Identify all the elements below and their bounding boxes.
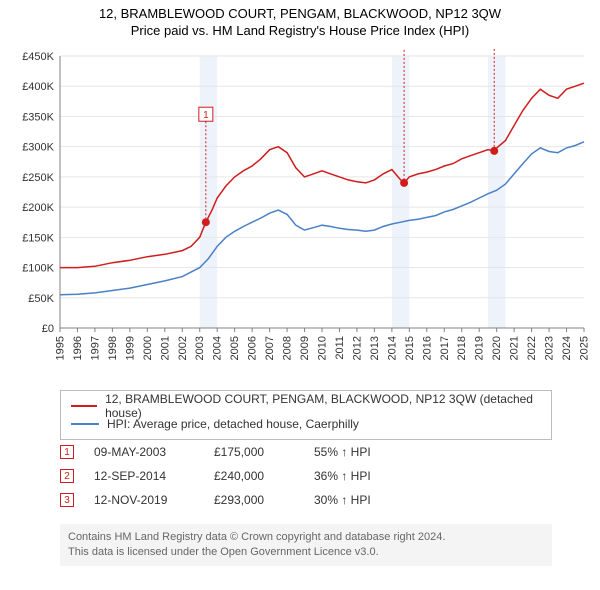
event-row-1: 1 09-MAY-2003 £175,000 55% ↑ HPI — [60, 440, 552, 464]
svg-text:2001: 2001 — [159, 336, 171, 360]
legend-row-property: 12, BRAMBLEWOOD COURT, PENGAM, BLACKWOOD… — [71, 397, 541, 415]
svg-text:2025: 2025 — [579, 336, 591, 360]
svg-text:£150K: £150K — [22, 232, 54, 244]
svg-text:2007: 2007 — [264, 336, 276, 360]
event-marker-3: 3 — [60, 493, 74, 507]
svg-text:1995: 1995 — [55, 336, 67, 360]
event-date-2: 12-SEP-2014 — [94, 469, 194, 483]
svg-text:2002: 2002 — [177, 336, 189, 360]
svg-text:2015: 2015 — [404, 336, 416, 360]
svg-text:£200K: £200K — [22, 202, 54, 214]
legend-swatch-hpi — [71, 423, 99, 425]
legend-label-property: 12, BRAMBLEWOOD COURT, PENGAM, BLACKWOOD… — [105, 392, 541, 420]
chart-title-subtitle: Price paid vs. HM Land Registry's House … — [10, 23, 590, 38]
event-pct-1: 55% ↑ HPI — [314, 445, 414, 459]
event-row-2: 2 12-SEP-2014 £240,000 36% ↑ HPI — [60, 464, 552, 488]
svg-text:2006: 2006 — [247, 336, 259, 360]
svg-text:2012: 2012 — [351, 336, 363, 360]
attribution-footer: Contains HM Land Registry data © Crown c… — [60, 524, 552, 566]
svg-text:2008: 2008 — [282, 336, 294, 360]
svg-text:2021: 2021 — [509, 336, 521, 360]
svg-text:2013: 2013 — [369, 336, 381, 360]
legend-swatch-property — [71, 405, 97, 407]
svg-text:£0: £0 — [42, 323, 54, 335]
svg-text:2009: 2009 — [299, 336, 311, 360]
svg-text:1997: 1997 — [89, 336, 101, 360]
legend-label-hpi: HPI: Average price, detached house, Caer… — [107, 417, 359, 431]
chart-title-block: 12, BRAMBLEWOOD COURT, PENGAM, BLACKWOOD… — [0, 0, 600, 42]
event-row-3: 3 12-NOV-2019 £293,000 30% ↑ HPI — [60, 488, 552, 512]
svg-text:1998: 1998 — [107, 336, 119, 360]
price-chart: £0 £50K £100K £150K £200K £250K £300K £350K £400… — [8, 48, 592, 378]
footer-line-1: Contains HM Land Registry data © Crown c… — [68, 530, 544, 545]
event-price-2: £240,000 — [214, 469, 294, 483]
svg-text:2022: 2022 — [526, 336, 538, 360]
event-price-3: £293,000 — [214, 493, 294, 507]
event-marker-2: 2 — [60, 469, 74, 483]
chart-title-address: 12, BRAMBLEWOOD COURT, PENGAM, BLACKWOOD… — [10, 6, 590, 21]
svg-text:£400K: £400K — [22, 81, 54, 93]
svg-text:2000: 2000 — [142, 336, 154, 360]
svg-text:2020: 2020 — [491, 336, 503, 360]
svg-text:£50K: £50K — [28, 293, 54, 305]
svg-text:2016: 2016 — [421, 336, 433, 360]
svg-text:£450K: £450K — [22, 51, 54, 63]
svg-text:£300K: £300K — [22, 142, 54, 154]
svg-text:2018: 2018 — [456, 336, 468, 360]
svg-text:2003: 2003 — [194, 336, 206, 360]
svg-text:2011: 2011 — [334, 336, 346, 360]
svg-text:2004: 2004 — [212, 336, 224, 360]
svg-text:2005: 2005 — [229, 336, 241, 360]
legend: 12, BRAMBLEWOOD COURT, PENGAM, BLACKWOOD… — [60, 390, 552, 440]
svg-text:2010: 2010 — [317, 336, 329, 360]
svg-text:£100K: £100K — [22, 263, 54, 275]
event-date-1: 09-MAY-2003 — [94, 445, 194, 459]
svg-text:1: 1 — [203, 110, 209, 121]
svg-text:1999: 1999 — [124, 336, 136, 360]
event-pct-2: 36% ↑ HPI — [314, 469, 414, 483]
svg-text:1996: 1996 — [72, 336, 84, 360]
svg-text:2017: 2017 — [439, 336, 451, 360]
event-price-1: £175,000 — [214, 445, 294, 459]
event-date-3: 12-NOV-2019 — [94, 493, 194, 507]
svg-text:2019: 2019 — [474, 336, 486, 360]
event-marker-1: 1 — [60, 445, 74, 459]
svg-text:2023: 2023 — [544, 336, 556, 360]
sale-events: 1 09-MAY-2003 £175,000 55% ↑ HPI 2 12-SE… — [60, 440, 552, 512]
svg-text:£250K: £250K — [22, 172, 54, 184]
svg-text:2014: 2014 — [386, 336, 398, 360]
svg-text:2024: 2024 — [561, 336, 573, 360]
event-pct-3: 30% ↑ HPI — [314, 493, 414, 507]
footer-line-2: This data is licensed under the Open Gov… — [68, 545, 544, 560]
svg-text:£350K: £350K — [22, 111, 54, 123]
